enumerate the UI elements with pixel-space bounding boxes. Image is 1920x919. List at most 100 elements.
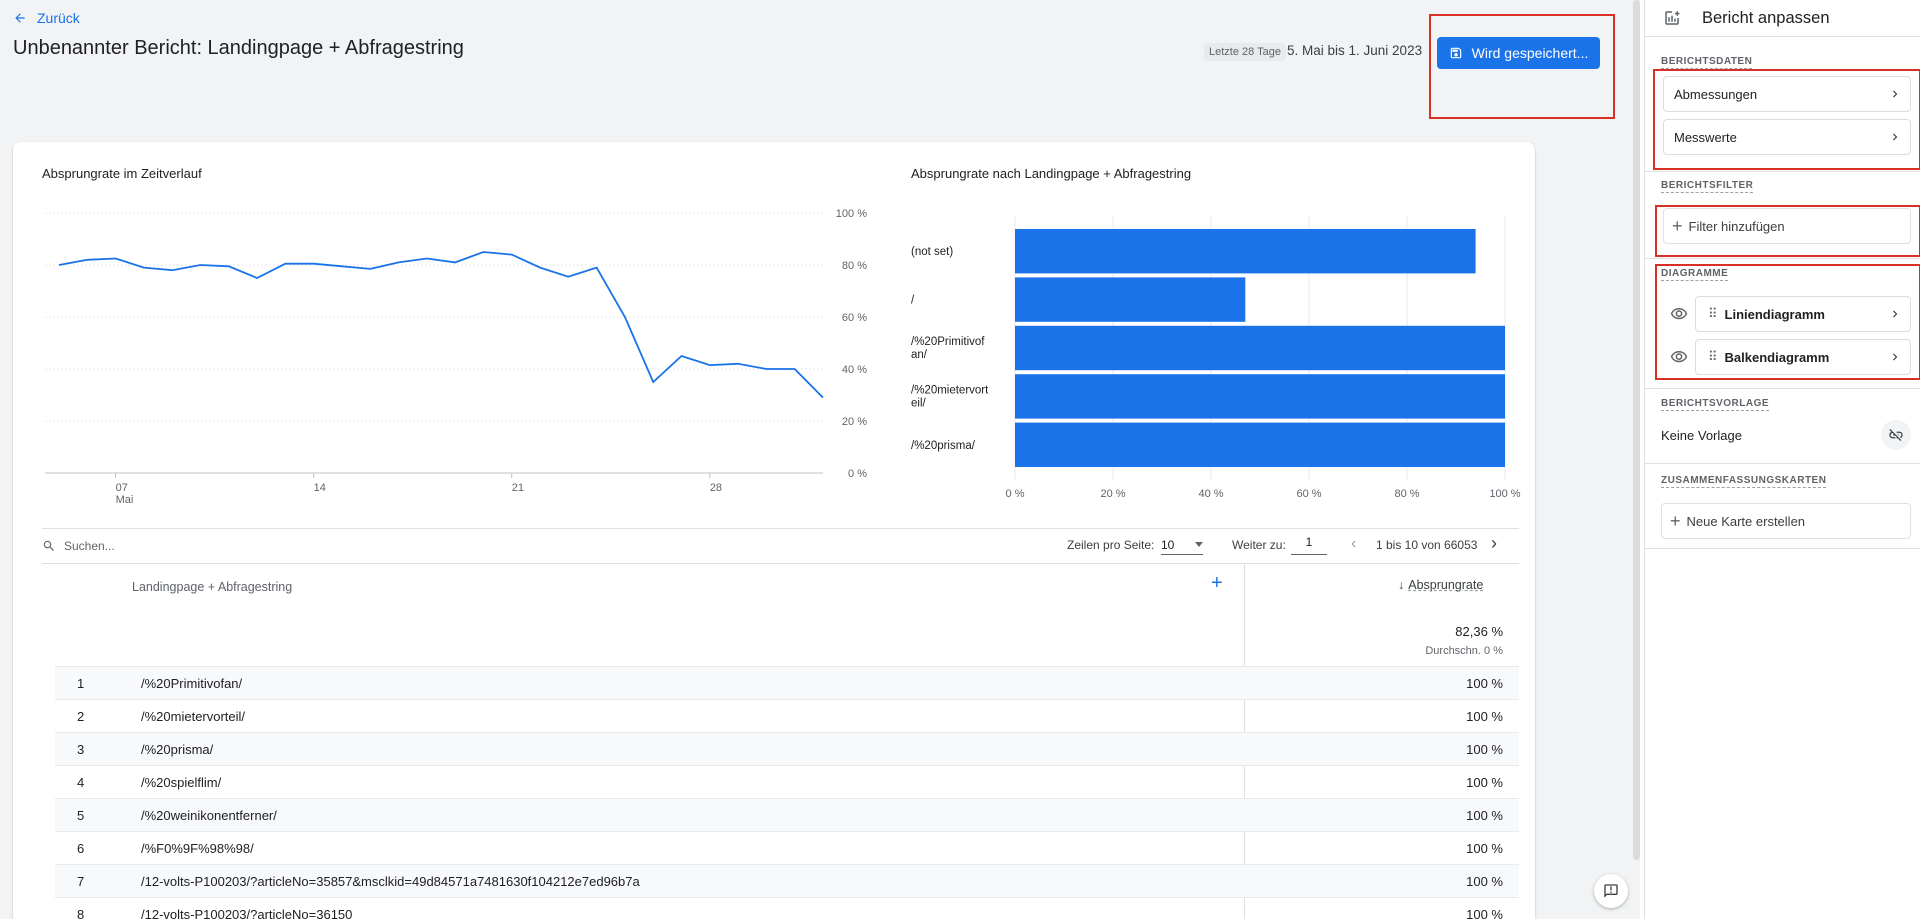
row-index: 4 xyxy=(77,774,85,790)
row-landingpage[interactable]: /%20weinikonentferner/ xyxy=(141,807,277,823)
metrics-label: Messwerte xyxy=(1674,129,1737,145)
table-row[interactable]: 3 /%20prisma/100 % xyxy=(55,732,1519,765)
table-row[interactable]: 8/12-volts-P100203/?articleNo=36150 100 % xyxy=(55,897,1519,919)
drag-handle-icon[interactable]: ⠿ xyxy=(1708,306,1718,321)
row-index: 8 xyxy=(77,906,85,919)
x-tick-label: 07 xyxy=(116,482,128,494)
goto-input[interactable]: 1 xyxy=(1291,535,1327,555)
bar[interactable] xyxy=(1015,422,1505,467)
table-row[interactable]: 1 /%20Primitivofan/100 % xyxy=(55,666,1519,699)
table-row[interactable]: 4 /%20spielflim/100 % xyxy=(55,765,1519,798)
col-metric-label: Absprungrate xyxy=(1408,578,1484,592)
next-page-icon[interactable]: › xyxy=(1491,533,1497,553)
table-row[interactable]: 2 /%20mietervorteil/100 % xyxy=(55,699,1519,732)
section-berichtsdaten: BERICHTSDATEN xyxy=(1661,56,1753,69)
unlink-template-button[interactable] xyxy=(1881,420,1911,450)
x-tick-label: 40 % xyxy=(1198,488,1223,500)
new-card-label: Neue Karte erstellen xyxy=(1686,513,1806,529)
rows-per-page-label: Zeilen pro Seite: xyxy=(1067,538,1155,552)
row-absprungrate: 100 % xyxy=(1466,741,1503,757)
link-off-icon xyxy=(1889,429,1903,441)
row-absprungrate: 100 % xyxy=(1466,807,1503,823)
row-absprungrate: 100 % xyxy=(1466,906,1503,919)
rows-per-page-value: 10 xyxy=(1161,537,1175,552)
bar[interactable] xyxy=(1015,325,1505,371)
date-preset-chip[interactable]: Letzte 28 Tage xyxy=(1204,43,1286,61)
line-chart-title: Absprungrate im Zeitverlauf xyxy=(42,166,202,181)
row-absprungrate: 100 % xyxy=(1466,873,1503,889)
row-landingpage[interactable]: /%20prisma/ xyxy=(141,741,214,757)
bar-chart-item[interactable]: ⠿ Balkendiagramm xyxy=(1695,339,1911,375)
x-tick-label: 0 % xyxy=(1006,488,1025,500)
chevron-right-icon xyxy=(1893,310,1898,318)
new-card-button[interactable]: + Neue Karte erstellen xyxy=(1661,503,1911,539)
eye-icon[interactable] xyxy=(1670,348,1688,366)
line-series xyxy=(58,251,824,399)
row-landingpage[interactable]: /%20Primitivofan/ xyxy=(141,675,243,691)
y-tick-label: 20 % xyxy=(842,416,867,428)
highlight-box-save xyxy=(1429,14,1615,119)
save-icon xyxy=(1450,47,1461,59)
table-row[interactable]: 6 /%F0%9F%98%98/100 % xyxy=(55,831,1519,864)
row-index: 6 xyxy=(77,840,85,856)
report-canvas: Zurück Unbenannter Bericht: Landingpage … xyxy=(0,0,1640,919)
report-card: Absprungrate im Zeitverlauf 100 % 80 % 60 … xyxy=(13,142,1535,919)
back-label: Zurück xyxy=(37,10,80,26)
row-absprungrate: 100 % xyxy=(1466,708,1503,724)
bar[interactable] xyxy=(1015,374,1505,419)
row-absprungrate: 100 % xyxy=(1466,774,1503,790)
report-title: Unbenannter Bericht: Landingpage + Abfra… xyxy=(13,37,464,59)
row-landingpage[interactable]: /%20spielflim/ xyxy=(141,774,222,790)
drag-handle-icon[interactable]: ⠿ xyxy=(1708,349,1718,364)
y-tick-label: 40 % xyxy=(842,364,867,376)
save-button[interactable]: Wird gespeichert... xyxy=(1437,37,1600,69)
feedback-button[interactable] xyxy=(1594,874,1628,908)
highlight-box-data xyxy=(1653,69,1920,170)
customize-panel: Bericht anpassen BERICHTSDATEN Abmessung… xyxy=(1644,0,1920,919)
row-index: 5 xyxy=(77,807,85,823)
plus-icon: + xyxy=(1672,215,1683,236)
col-header-landingpage: Landingpage + Abfragestring xyxy=(132,580,293,594)
bar[interactable] xyxy=(1015,277,1246,322)
line-chart: 100 % 80 % 60 % 40 % 20 % 0 % 07 14 21 28 Mai xyxy=(45,208,867,506)
row-index: 3 xyxy=(77,741,85,757)
scrollbar[interactable] xyxy=(1633,0,1640,860)
row-landingpage[interactable]: /12-volts-P100203/?articleNo=35857&msclk… xyxy=(141,873,640,889)
eye-icon[interactable] xyxy=(1670,305,1688,323)
sort-down-icon: ↓ xyxy=(1398,578,1405,592)
prev-page-icon[interactable]: ‹ xyxy=(1351,535,1357,552)
date-range[interactable]: 5. Mai bis 1. Juni 2023 xyxy=(1287,43,1423,58)
row-landingpage[interactable]: /%20mietervorteil/ xyxy=(141,708,246,724)
add-dimension-icon[interactable]: + xyxy=(1211,572,1223,594)
bar-chart: 0 % 20 % 40 % 60 % 80 % 100 % (not set) / /%20Pr… xyxy=(911,217,1521,500)
save-label: Wird gespeichert... xyxy=(1471,45,1589,61)
chevron-right-icon xyxy=(1893,353,1898,361)
row-landingpage[interactable]: /12-volts-P100203/?articleNo=36150 xyxy=(141,906,353,919)
col-header-absprungrate[interactable]: ↓ Absprungrate xyxy=(1398,578,1483,592)
line-chart-item[interactable]: ⠿ Liniendiagramm xyxy=(1695,296,1911,332)
section-diagramme: DIAGRAMME xyxy=(1661,268,1729,281)
x-tick-label: 80 % xyxy=(1394,488,1419,500)
search-input[interactable]: Suchen... xyxy=(64,539,115,553)
total-average: Durchschn. 0 % xyxy=(1425,645,1503,657)
x-month-label: Mai xyxy=(116,494,134,506)
template-value: Keine Vorlage xyxy=(1661,428,1742,443)
section-zusammenfassungskarten: ZUSAMMENFASSUNGSKARTEN xyxy=(1661,475,1827,488)
back-link[interactable]: Zurück xyxy=(13,10,80,26)
bar[interactable] xyxy=(1015,229,1476,274)
dimensions-item[interactable]: Abmessungen xyxy=(1663,76,1911,112)
edit-chart-icon xyxy=(1665,11,1680,25)
add-filter-button[interactable]: + Filter hinzufügen xyxy=(1663,208,1911,244)
goto-label: Weiter zu: xyxy=(1232,538,1286,552)
row-landingpage[interactable]: /%F0%9F%98%98/ xyxy=(141,840,254,856)
table-search[interactable]: Suchen... xyxy=(42,539,115,553)
rows-per-page-select[interactable]: 10 xyxy=(1161,535,1203,555)
table-row[interactable]: 7/12-volts-P100203/?articleNo=35857&mscl… xyxy=(55,864,1519,897)
bar-chart-title: Absprungrate nach Landingpage + Abfrages… xyxy=(911,166,1192,181)
y-tick-label: 0 % xyxy=(848,468,867,480)
y-tick-label: 60 % xyxy=(842,312,867,324)
row-absprungrate: 100 % xyxy=(1466,675,1503,691)
table-row[interactable]: 5 /%20weinikonentferner/100 % xyxy=(55,798,1519,831)
metrics-item[interactable]: Messwerte xyxy=(1663,119,1911,155)
highlight-box-filter xyxy=(1655,205,1920,257)
